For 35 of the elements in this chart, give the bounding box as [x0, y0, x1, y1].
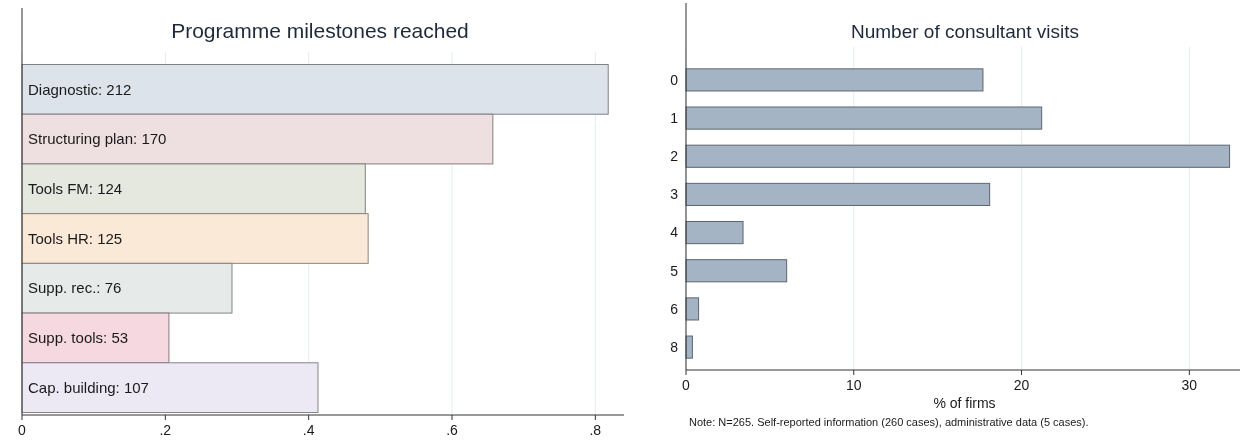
x-tick-label: 10 [845, 377, 862, 393]
y-tick-label: Supp. rec.: 76 [28, 279, 122, 297]
y-tick-label: 3 [670, 186, 679, 203]
y-tick-label: 5 [670, 262, 679, 279]
bar [685, 259, 788, 283]
y-tick-label: 0 [670, 71, 679, 88]
y-tick-label: Cap. building: 107 [28, 378, 149, 396]
y-tick-label: 6 [670, 300, 679, 317]
y-tick-label: Supp. tools: 53 [28, 329, 129, 347]
bar [685, 106, 1043, 130]
x-axis-title: % of firms [933, 395, 996, 411]
bar [685, 68, 984, 92]
x-tick-label: 20 [1013, 377, 1030, 393]
chart-title: Number of consultant visits [850, 21, 1080, 42]
y-tick-label: 2 [670, 148, 679, 165]
x-tick-label: .2 [159, 422, 172, 438]
bar [685, 144, 1231, 168]
y-tick-label: 8 [670, 339, 679, 355]
bar [685, 297, 700, 321]
bar [685, 221, 744, 245]
chart-title: Programme milestones reached [171, 19, 469, 42]
y-tick-label: Tools FM: 124 [28, 180, 123, 198]
y-tick-label: Tools HR: 125 [28, 229, 123, 247]
y-tick-label: Diagnostic: 212 [28, 80, 132, 98]
x-tick-label: .4 [302, 422, 315, 438]
x-tick-label: .8 [589, 422, 602, 438]
y-tick-label: Structuring plan: 170 [28, 130, 167, 148]
text: Note: N=265. Self-reported information (260 cases), administrative data (5 cases). [689, 416, 1089, 428]
x-tick-label: 30 [1181, 377, 1198, 393]
y-tick-label: 1 [670, 109, 679, 126]
bar [685, 182, 991, 206]
x-tick-label: 0 [18, 422, 27, 438]
y-tick-label: 4 [670, 224, 679, 241]
x-tick-label: .6 [446, 422, 459, 438]
x-tick-label: 0 [682, 377, 691, 393]
